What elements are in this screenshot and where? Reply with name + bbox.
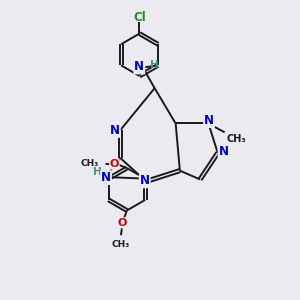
Text: CH₃: CH₃ xyxy=(81,159,99,168)
Text: N: N xyxy=(134,61,144,74)
Text: O: O xyxy=(110,159,119,169)
Text: Cl: Cl xyxy=(133,11,146,24)
Text: CH₃: CH₃ xyxy=(112,240,130,249)
Text: N: N xyxy=(101,171,111,184)
Text: CH₃: CH₃ xyxy=(226,134,246,144)
Text: N: N xyxy=(204,114,214,127)
Text: N: N xyxy=(110,124,120,137)
Text: N: N xyxy=(140,174,150,187)
Text: N: N xyxy=(219,145,229,158)
Text: H: H xyxy=(150,60,158,70)
Text: O: O xyxy=(118,218,127,228)
Text: H: H xyxy=(93,167,101,177)
